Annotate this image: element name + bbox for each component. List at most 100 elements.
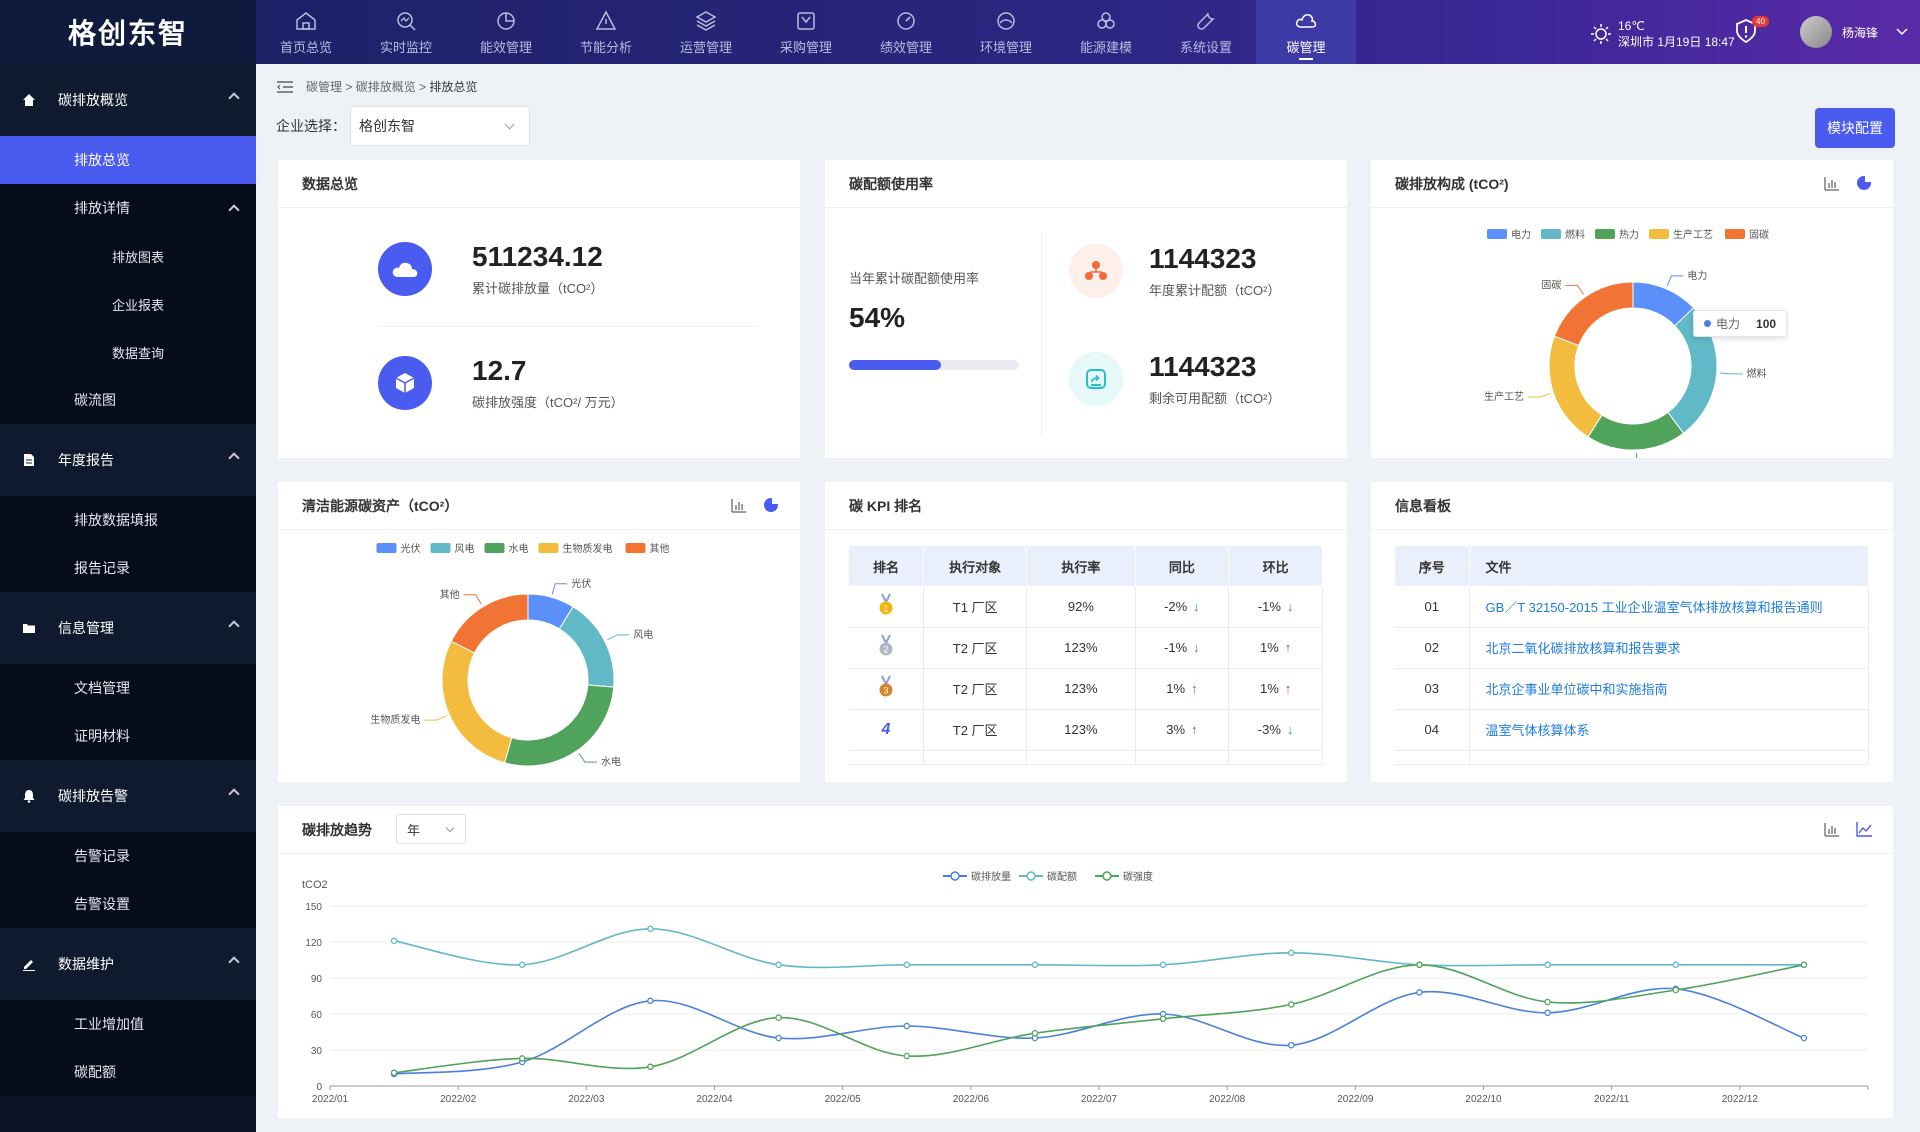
data-point[interactable] — [390, 1069, 398, 1077]
data-point[interactable] — [647, 925, 654, 933]
data-point[interactable] — [1159, 961, 1167, 969]
legend-swatch[interactable] — [376, 543, 397, 553]
pie-slice[interactable] — [1548, 335, 1603, 438]
file-link[interactable]: GB／T 32150-2015 工业企业温室气体排放核算和报告通则 — [1485, 599, 1823, 615]
sidebar-section-maintenance[interactable]: 数据维护 — [0, 928, 256, 1000]
sidebar-item-emission-detail[interactable]: 排放详情 — [0, 184, 256, 232]
data-point[interactable] — [1288, 949, 1295, 957]
data-point[interactable] — [647, 997, 654, 1005]
pie-slice[interactable] — [1553, 281, 1634, 347]
sidebar-section-annual-report[interactable]: 年度报告 — [0, 424, 256, 496]
legend-swatch[interactable] — [430, 543, 451, 553]
pie-slice[interactable] — [450, 593, 529, 654]
nav-item-pie[interactable]: 能效管理 — [456, 0, 556, 64]
data-point[interactable] — [1288, 1041, 1295, 1049]
sidebar-item-industry-value[interactable]: 工业增加值 — [0, 1000, 256, 1048]
nav-item-cart[interactable]: 采购管理 — [756, 0, 856, 64]
data-point[interactable] — [647, 1063, 654, 1071]
sidebar-section-alarm[interactable]: 碳排放告警 — [0, 760, 256, 832]
line-chart-icon[interactable] — [1855, 820, 1873, 838]
legend-swatch[interactable] — [1649, 229, 1669, 239]
nav-item-triangle[interactable]: 节能分析 — [556, 0, 656, 64]
pie-slice[interactable] — [558, 606, 615, 688]
sidebar-item-carbon-quota[interactable]: 碳配额 — [0, 1048, 256, 1096]
yoy-cell: -1% ↓ — [1135, 627, 1230, 669]
file-link[interactable]: 温室气体核算体系 — [1485, 723, 1590, 738]
sidebar-item-alarm-setting[interactable]: 告警设置 — [0, 880, 256, 928]
file-link[interactable]: 北京二氧化碳排放核算和报告要求 — [1485, 641, 1681, 656]
data-point[interactable] — [903, 1052, 911, 1060]
user-menu[interactable]: 杨海锋 — [1800, 16, 1908, 48]
data-point[interactable] — [775, 1034, 782, 1042]
file-link[interactable]: 北京企事业单位碳中和实施指南 — [1485, 682, 1668, 697]
period-select[interactable]: 年 — [396, 814, 466, 844]
data-point[interactable] — [518, 1055, 526, 1062]
sidebar-item-report-record[interactable]: 报告记录 — [0, 544, 256, 592]
data-point[interactable] — [1544, 961, 1551, 969]
data-point[interactable] — [1031, 961, 1039, 969]
enterprise-select[interactable]: 格创东智 — [350, 106, 530, 146]
legend-swatch[interactable] — [1487, 229, 1507, 239]
bar-chart-icon[interactable] — [1823, 820, 1841, 838]
legend-swatch[interactable] — [1595, 229, 1615, 239]
module-config-button[interactable]: 模块配置 — [1815, 108, 1895, 148]
nav-item-gauge[interactable]: 绩效管理 — [856, 0, 956, 64]
data-point[interactable] — [1031, 1029, 1039, 1037]
data-point[interactable] — [1288, 1001, 1295, 1008]
nav-item-cloud[interactable]: 碳管理 — [1256, 0, 1356, 64]
legend-swatch[interactable] — [1725, 229, 1745, 239]
breadcrumb-item[interactable]: 碳排放概览 — [355, 80, 416, 94]
legend-swatch[interactable] — [538, 543, 559, 553]
chart-toolbar — [730, 496, 780, 514]
data-point[interactable] — [903, 961, 911, 969]
sidebar-item-data-query[interactable]: 数据查询 — [0, 328, 256, 376]
sidebar-item-carbon-flow[interactable]: 碳流图 — [0, 376, 256, 424]
remain-quota-label: 剩余可用配额（tCO²） — [1149, 391, 1281, 406]
sidebar-item-alarm-record[interactable]: 告警记录 — [0, 832, 256, 880]
nav-item-wrench[interactable]: 系统设置 — [1156, 0, 1256, 64]
sidebar-item-proof[interactable]: 证明材料 — [0, 712, 256, 760]
data-point[interactable] — [775, 961, 782, 969]
data-point[interactable] — [1672, 986, 1680, 994]
pie-chart-icon[interactable] — [1855, 174, 1873, 192]
nav-item-layers[interactable]: 运营管理 — [656, 0, 756, 64]
pie-slice[interactable] — [441, 640, 513, 764]
sidebar-item-enterprise-report[interactable]: 企业报表 — [0, 280, 256, 328]
sidebar-item-data-fill[interactable]: 排放数据填报 — [0, 496, 256, 544]
data-point[interactable] — [1544, 998, 1551, 1006]
bar-chart-icon[interactable] — [1823, 174, 1841, 192]
notification-button[interactable]: 40 — [1734, 16, 1769, 46]
bar-chart-icon[interactable] — [730, 496, 748, 514]
sidebar-item-emission-overview[interactable]: 排放总览 — [0, 136, 256, 184]
sidebar-section-info[interactable]: 信息管理 — [0, 592, 256, 664]
sidebar-item-doc-manage[interactable]: 文档管理 — [0, 664, 256, 712]
object-cell: T2 厂区 — [923, 709, 1028, 751]
nav-item-circles[interactable]: 能源建模 — [1056, 0, 1156, 64]
legend-swatch[interactable] — [1541, 229, 1561, 239]
nav-item-leaf[interactable]: 环境管理 — [956, 0, 1056, 64]
slice-label: 水电 — [601, 755, 621, 768]
pie-slice[interactable] — [503, 684, 615, 767]
data-point[interactable] — [1416, 961, 1423, 969]
pie-chart-icon[interactable] — [762, 496, 780, 514]
data-point[interactable] — [775, 1014, 782, 1021]
menu-collapse-icon[interactable] — [276, 80, 294, 94]
nav-item-monitor[interactable]: 实时监控 — [356, 0, 456, 64]
sidebar-section-overview[interactable]: 碳排放概览 — [0, 64, 256, 136]
data-point[interactable] — [1800, 1034, 1808, 1042]
breadcrumb-item[interactable]: 碳管理 — [306, 80, 343, 94]
data-point[interactable] — [1159, 1015, 1167, 1023]
data-point[interactable] — [390, 937, 398, 945]
chart-toolbar — [1823, 174, 1873, 192]
sidebar-item-emission-chart[interactable]: 排放图表 — [0, 232, 256, 280]
legend-swatch[interactable] — [625, 543, 646, 553]
pie-slice[interactable] — [1587, 411, 1685, 451]
data-point[interactable] — [1416, 989, 1423, 996]
legend-swatch[interactable] — [484, 543, 505, 553]
data-point[interactable] — [518, 961, 526, 969]
nav-item-home[interactable]: 首页总览 — [256, 0, 356, 64]
data-point[interactable] — [1800, 961, 1808, 969]
data-point[interactable] — [903, 1022, 911, 1030]
data-point[interactable] — [1544, 1009, 1551, 1017]
data-point[interactable] — [1672, 961, 1680, 969]
